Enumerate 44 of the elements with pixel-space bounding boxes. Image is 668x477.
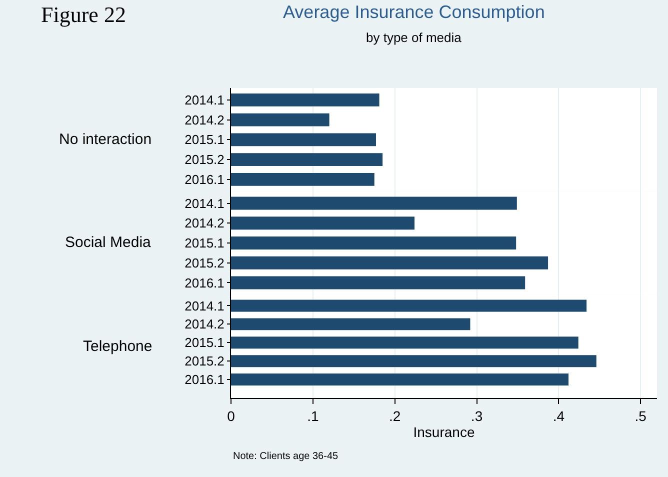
y-tick-label: 2015.1 (184, 132, 224, 148)
y-tick-label: 2016.1 (184, 372, 224, 388)
y-tick-label: 2015.1 (184, 335, 224, 350)
y-tick-label: 2014.2 (184, 216, 224, 231)
bar (231, 113, 330, 126)
bar (231, 374, 569, 386)
y-tick-label: 2015.1 (184, 236, 224, 251)
y-tick-label: 2015.2 (184, 354, 224, 369)
y-tick-label: 2014.1 (184, 196, 224, 211)
x-tick-label: .5 (634, 408, 647, 424)
x-tick-label: 0 (227, 408, 236, 424)
x-tick-label: .3 (470, 408, 483, 424)
y-tick-label: 2014.1 (184, 298, 224, 314)
bar (231, 196, 517, 210)
x-tick-label: .1 (307, 408, 319, 424)
text: Note: Clients age 36-45 (233, 451, 338, 462)
y-tick-label: 2015.2 (184, 152, 224, 168)
bar (231, 256, 548, 270)
y-tick-label: 2016.1 (184, 172, 224, 187)
x-tick-label: .2 (389, 408, 401, 424)
bar (231, 355, 596, 368)
bar (231, 216, 415, 230)
bar (231, 336, 578, 349)
bar (231, 236, 516, 250)
chart-subtitle: by type of media (366, 30, 462, 45)
bar (231, 318, 470, 330)
bar (231, 172, 374, 186)
y-tick-label: 2014.2 (184, 316, 224, 332)
y-tick-label: 2014.1 (184, 92, 224, 108)
y-tick-label: 2014.2 (184, 112, 224, 128)
y-tick-label: 2015.2 (184, 255, 224, 270)
bar (231, 93, 380, 106)
bar (231, 276, 526, 290)
caption: Figure 22 (41, 2, 126, 27)
chart-title: Average Insurance Consumption (283, 2, 545, 22)
y-tick-label: 2016.1 (184, 275, 224, 290)
y-axis-title: Telephone (83, 338, 152, 355)
bar (231, 300, 587, 312)
x-tick-label: .4 (552, 408, 565, 424)
x-axis-title: Insurance (413, 424, 475, 440)
bar (231, 133, 376, 146)
y-axis-title: No interaction (59, 131, 152, 148)
y-axis-title: Social Media (65, 234, 152, 251)
bar (231, 153, 383, 166)
